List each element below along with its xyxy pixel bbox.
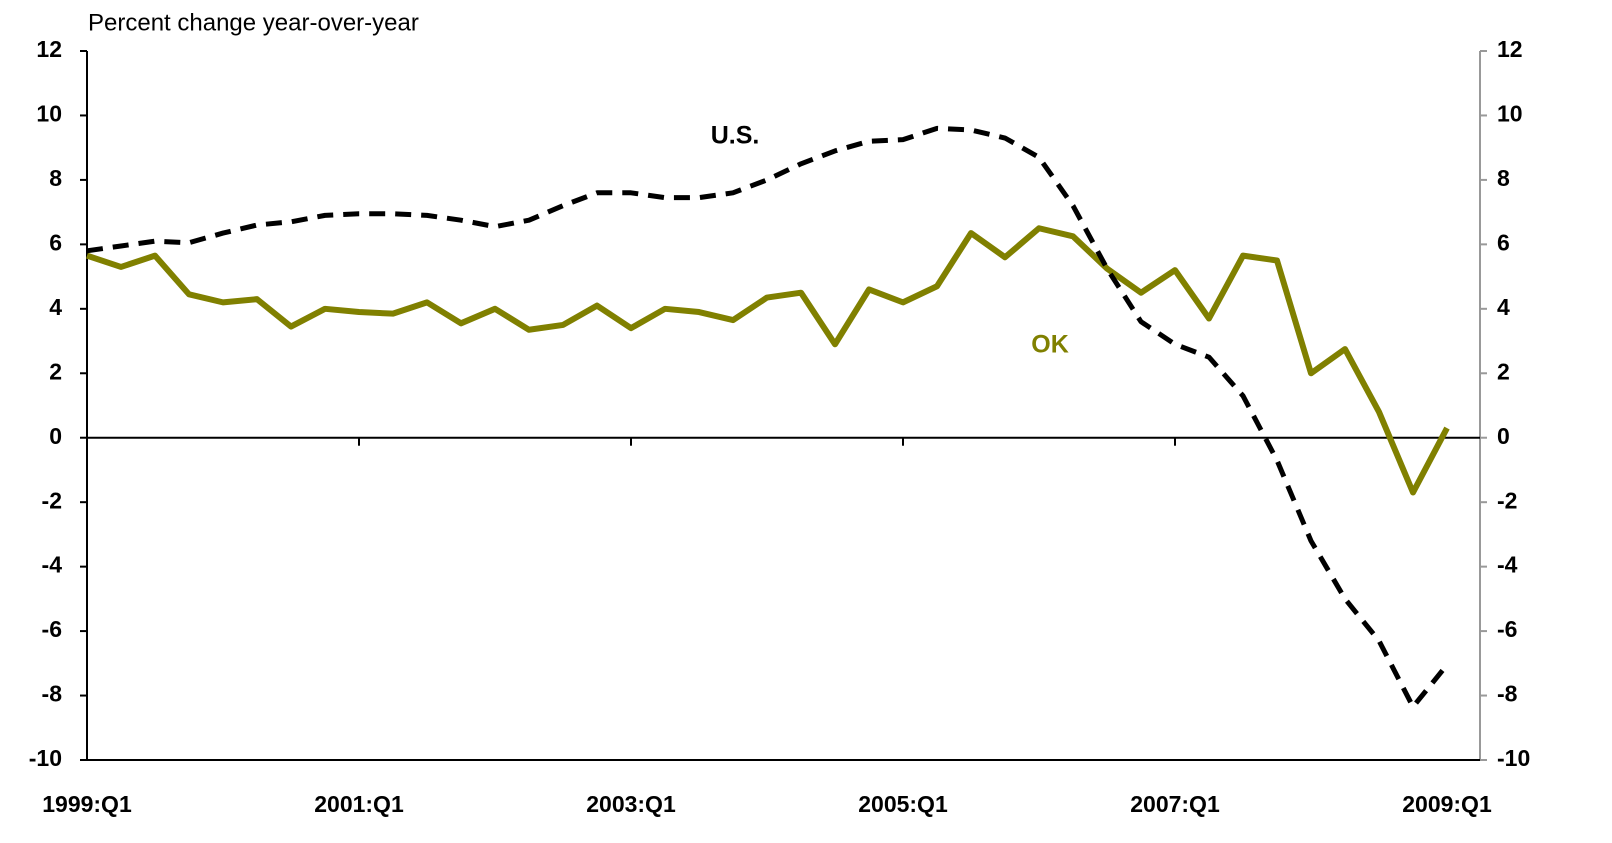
y-tick-label: 2 [49,358,62,384]
series-label: OK [1031,331,1069,359]
x-tick-label: 2001:Q1 [314,791,404,817]
y-tick-label: -10 [29,745,62,771]
x-tick-label: 2003:Q1 [586,791,676,817]
y-tick-label: -8 [42,681,63,707]
y2-tick-label: 8 [1497,165,1510,191]
y2-tick-label: -10 [1497,745,1530,771]
series-label: U.S. [711,122,760,150]
y2-tick-label: 6 [1497,229,1510,255]
series-line [86,125,1449,710]
y2-tick-label: -4 [1497,552,1518,578]
y2-tick-label: 2 [1497,358,1510,384]
x-tick-label: 1999:Q1 [42,791,132,817]
y2-tick-label: 12 [1497,36,1523,62]
y-tick-label: 10 [36,101,62,127]
x-tick-label: 2005:Q1 [858,791,948,817]
y2-tick-label: -6 [1497,616,1517,642]
y2-tick-label: -2 [1497,487,1517,513]
y2-tick-label: 10 [1497,101,1523,127]
y-tick-label: 4 [49,294,62,320]
y2-tick-label: -8 [1497,681,1518,707]
y-tick-label: 12 [36,36,62,62]
y-tick-label: 8 [49,165,62,191]
y2-tick-label: 4 [1497,294,1510,320]
x-tick-label: 2009:Q1 [1402,791,1492,817]
y-tick-label: -2 [42,487,62,513]
y-axis-title: Percent change year-over-year [88,9,419,36]
y2-tick-label: 0 [1497,423,1510,449]
series-line [86,225,1450,496]
y-tick-label: 0 [49,423,62,449]
y-tick-label: -4 [42,552,63,578]
y-tick-label: -6 [42,616,62,642]
x-tick-label: 2007:Q1 [1130,791,1220,817]
y-tick-label: 6 [49,229,62,255]
